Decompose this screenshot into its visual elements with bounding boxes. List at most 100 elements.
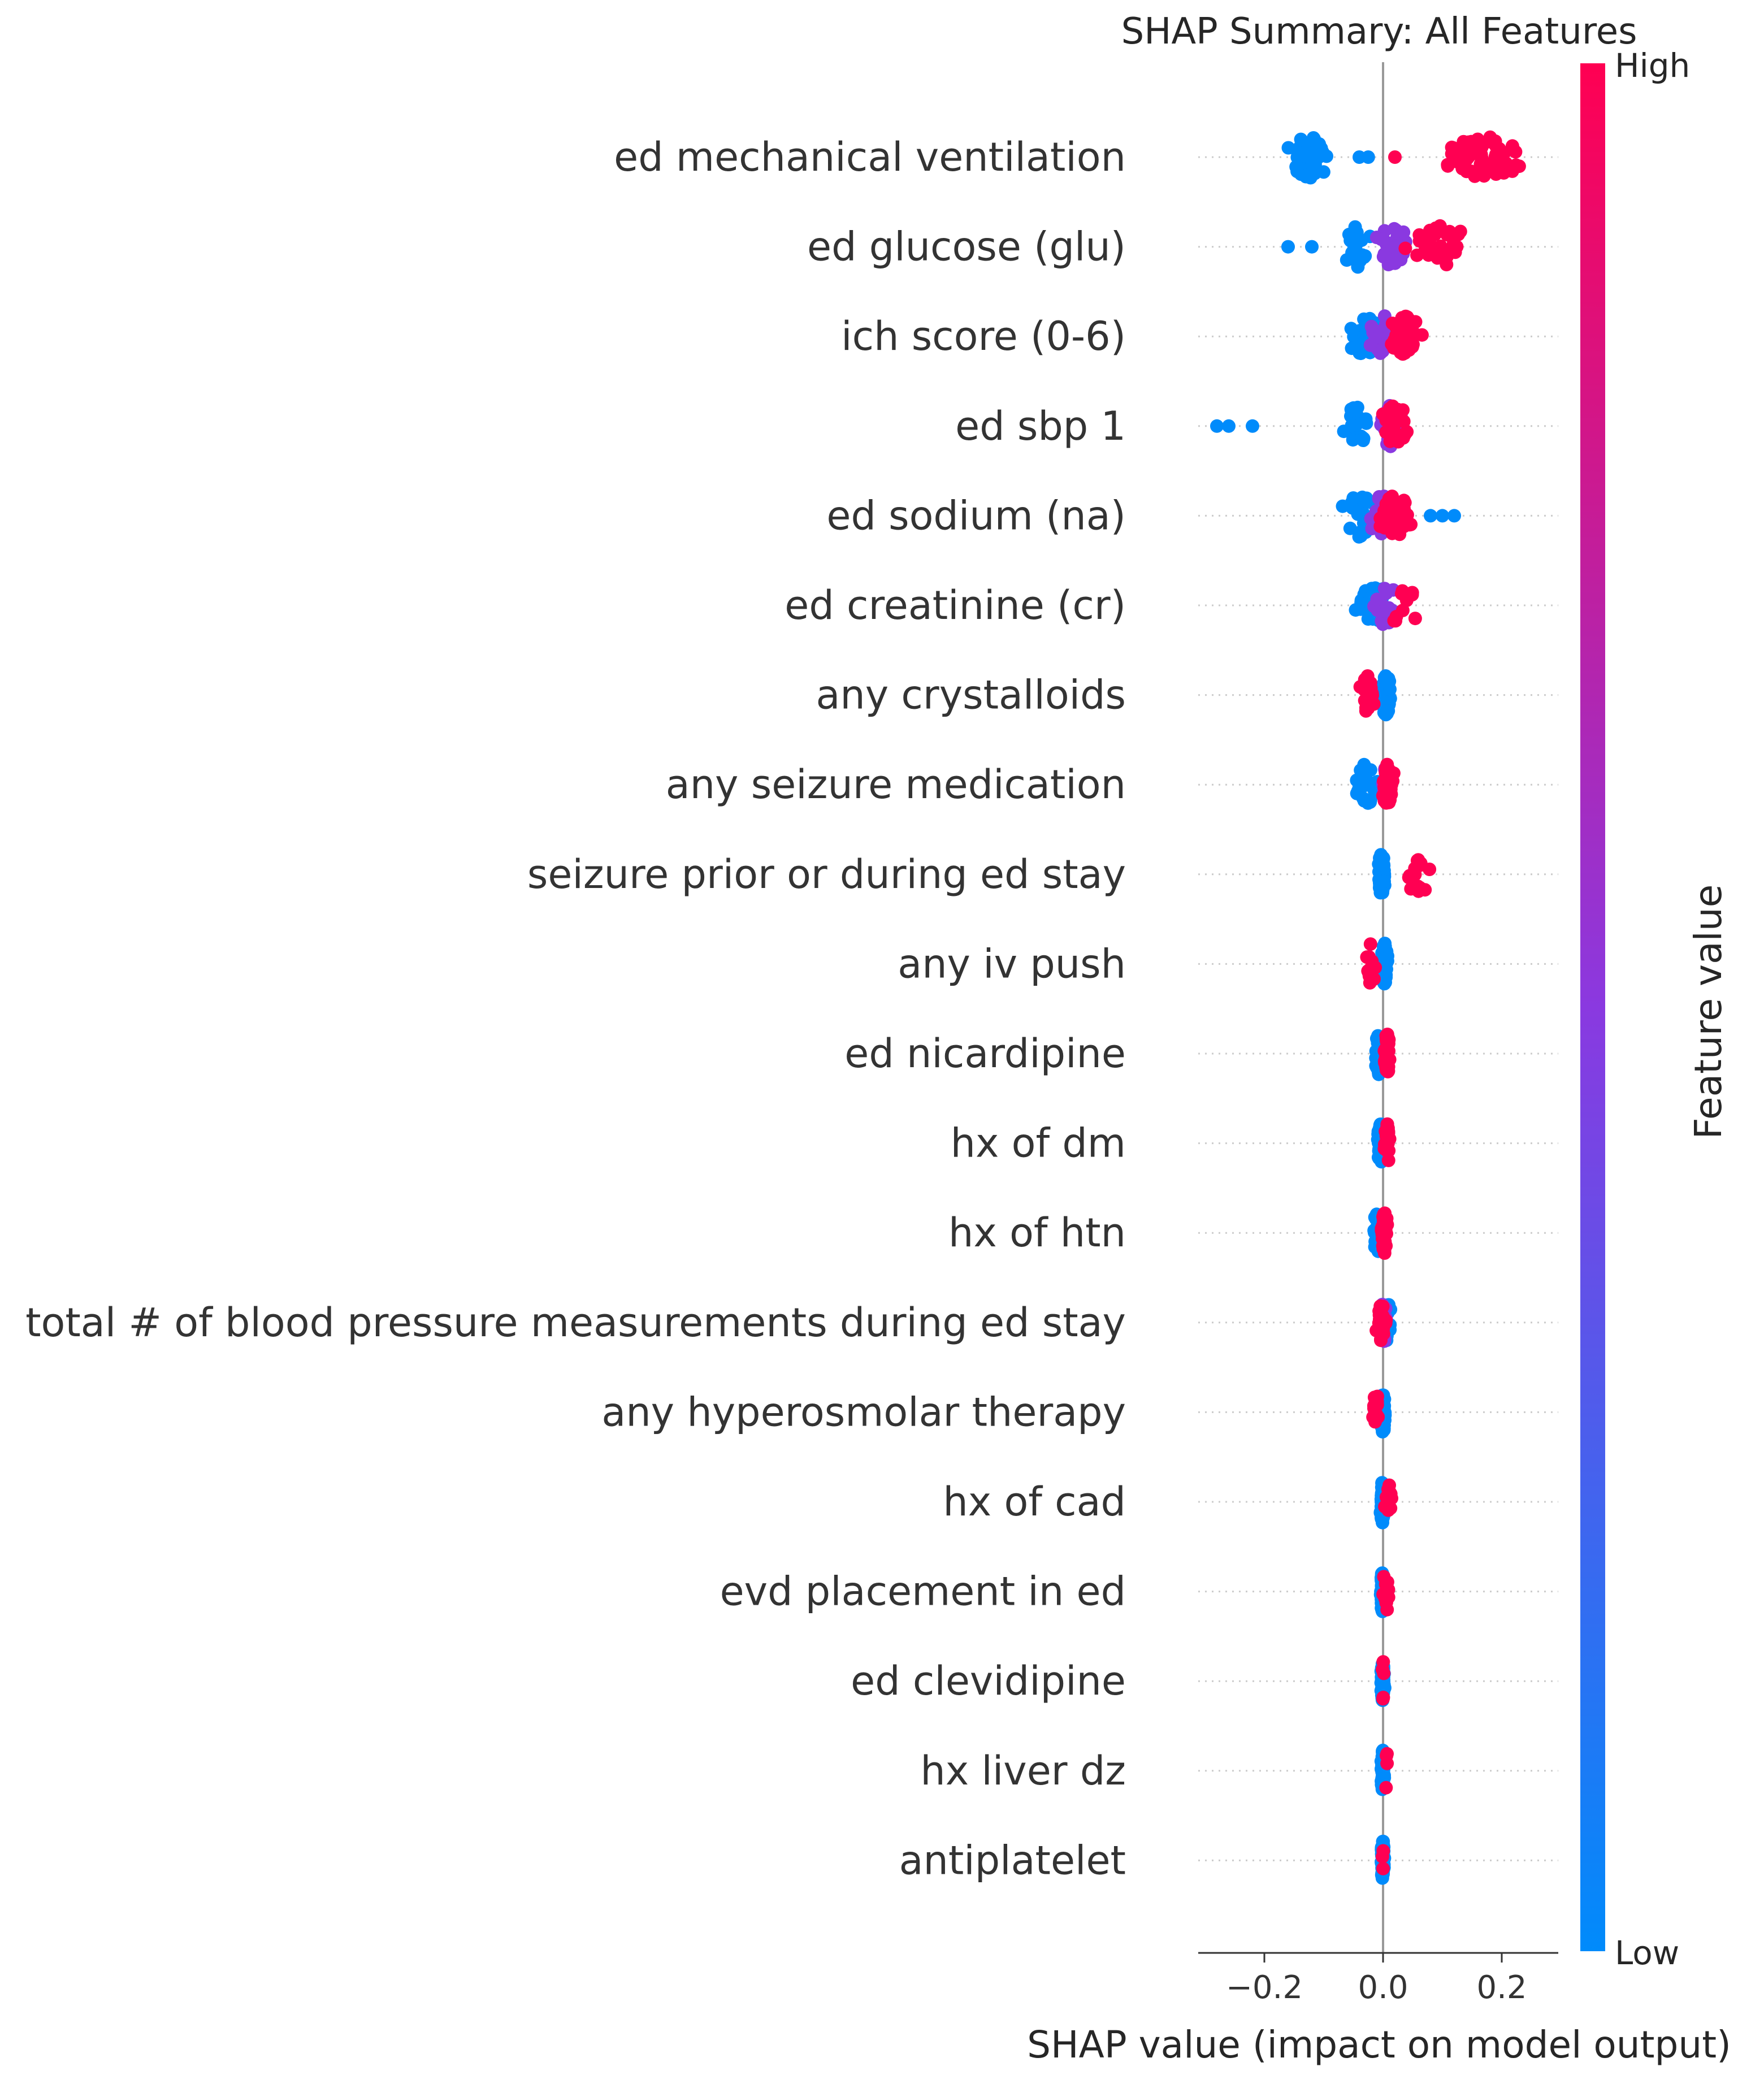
colorbar [1580, 63, 1605, 1951]
x-tick-label: 0.0 [1358, 1969, 1408, 2006]
shap-point-high [1402, 870, 1416, 885]
shap-point-high [1381, 774, 1395, 789]
shap-point-high [1379, 1239, 1393, 1253]
shap-point-high [1475, 150, 1489, 164]
shap-point-mid [1394, 253, 1408, 267]
shap-point-high [1505, 164, 1519, 178]
feature-label: total # of blood pressure measurements d… [25, 1299, 1126, 1346]
colorbar-high-label: High [1615, 46, 1690, 85]
shap-point-high [1381, 1153, 1395, 1167]
shap-point-high [1423, 223, 1437, 237]
shap-point-high [1398, 241, 1412, 255]
shap-point-high [1380, 1602, 1394, 1617]
colorbar-low-label: Low [1615, 1934, 1679, 1972]
feature-label: any iv push [898, 941, 1126, 987]
shap-point-high [1386, 399, 1399, 413]
shap-point-low [1281, 240, 1295, 254]
feature-label: ed glucose (glu) [807, 224, 1126, 270]
feature-label: ich score (0-6) [841, 313, 1126, 359]
shap-point-high [1384, 428, 1398, 443]
shap-point-low [1357, 757, 1371, 772]
shap-point-high [1394, 345, 1407, 359]
feature-label: ed sbp 1 [955, 403, 1126, 449]
shap-point-high [1379, 1781, 1393, 1795]
shap-point-high [1388, 417, 1402, 431]
shap-point-high [1399, 309, 1413, 323]
shap-point-high [1427, 245, 1440, 259]
shap-point-low [1356, 493, 1371, 508]
shap-point-high [1413, 858, 1427, 872]
shap-point-high [1385, 1491, 1398, 1505]
shap-point-high [1455, 162, 1470, 176]
feature-label: any crystalloids [816, 672, 1126, 718]
shap-point-low [1305, 240, 1319, 254]
shap-point-low [1305, 157, 1319, 171]
shap-point-high [1440, 250, 1454, 264]
shap-point-low [1361, 150, 1375, 164]
colorbar-title: Feature value [1687, 885, 1730, 1140]
feature-label: evd placement in ed [720, 1569, 1126, 1615]
shap-point-high [1376, 1662, 1390, 1677]
shap-point-high [1395, 603, 1410, 617]
shap-points [1210, 130, 1526, 1885]
shap-point-high [1369, 1407, 1383, 1421]
shap-point-low [1379, 975, 1392, 989]
shap-point-low [1436, 509, 1449, 523]
x-axis-ticks: −0.2 0.0 0.2 [1226, 1953, 1527, 2006]
shap-point-low [1210, 419, 1224, 433]
shap-point-low [1377, 874, 1391, 889]
shap-point-high [1376, 1214, 1390, 1228]
feature-label: antiplatelet [899, 1837, 1126, 1883]
shap-point-high [1376, 1861, 1390, 1875]
shap-point-mid [1377, 247, 1392, 261]
shap-point-low [1378, 939, 1392, 954]
shap-point-high [1373, 519, 1388, 534]
shap-point-low [1246, 419, 1259, 433]
shap-point-low [1281, 141, 1295, 155]
shap-point-high [1404, 882, 1418, 896]
shap-point-high [1402, 327, 1416, 341]
shap-point-high [1388, 150, 1402, 164]
shap-point-low [1377, 859, 1391, 873]
feature-label: any hyperosmolar therapy [601, 1389, 1126, 1435]
feature-label: ed creatinine (cr) [785, 582, 1126, 629]
feature-label: hx of dm [951, 1120, 1126, 1167]
shap-point-low [1320, 149, 1333, 163]
feature-labels: ed mechanical ventilation ed glucose (glu… [25, 134, 1126, 1883]
shap-point-high [1412, 234, 1427, 248]
shap-point-low [1299, 168, 1314, 183]
shap-point-low [1345, 418, 1359, 432]
feature-label: any seizure medication [666, 761, 1126, 808]
feature-label: ed clevidipine [851, 1658, 1126, 1704]
shap-point-high [1389, 332, 1403, 346]
shap-point-high [1492, 156, 1506, 170]
shap-point-high [1410, 248, 1424, 262]
shap-point-high [1454, 146, 1468, 161]
shap-point-high [1398, 496, 1412, 510]
shap-point-high [1488, 134, 1502, 148]
shap-point-low [1347, 239, 1362, 253]
shap-point-mid [1364, 319, 1379, 333]
shap-point-high [1400, 587, 1414, 601]
shap-point-low [1377, 1677, 1391, 1691]
shap-point-high [1376, 407, 1390, 421]
feature-label: hx of cad [943, 1479, 1126, 1525]
shap-point-high [1357, 683, 1371, 697]
shap-point-low [1383, 682, 1397, 696]
shap-point-high [1381, 1583, 1395, 1597]
shap-point-low [1345, 341, 1359, 356]
shap-point-low [1447, 509, 1461, 523]
shap-point-low [1345, 500, 1359, 513]
shap-point-high [1408, 612, 1422, 626]
shap-point-low [1356, 431, 1371, 445]
feature-label: ed mechanical ventilation [614, 134, 1126, 180]
shap-point-mid [1368, 330, 1382, 344]
feature-label: hx of htn [948, 1210, 1126, 1256]
shap-point-high [1380, 1133, 1394, 1147]
shap-point-low [1424, 509, 1437, 523]
shap-point-high [1379, 1048, 1393, 1062]
shap-point-high [1441, 228, 1455, 242]
shap-point-low [1349, 405, 1363, 418]
shap-point-low [1380, 704, 1394, 718]
